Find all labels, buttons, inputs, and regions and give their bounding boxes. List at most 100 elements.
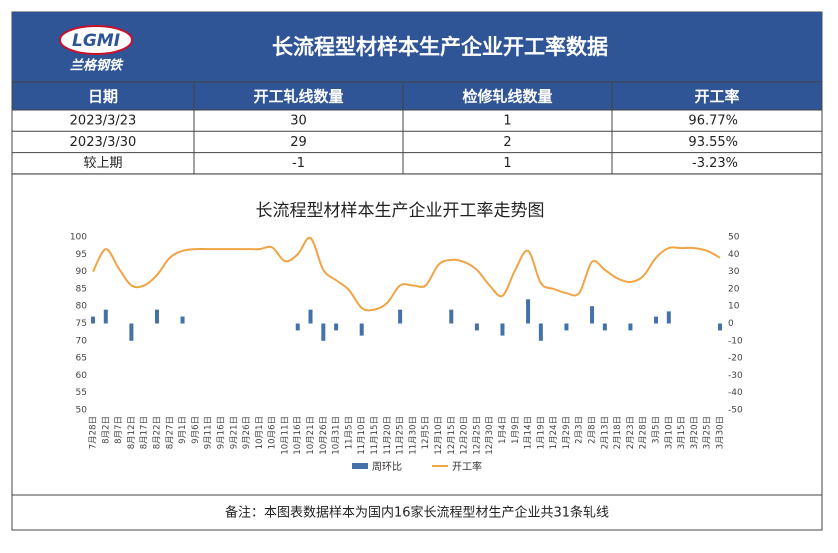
x-tick-label: 11月10日 — [357, 416, 367, 455]
bar — [398, 309, 403, 324]
plot: 50 55 60 65 70 75 80 85 90 95 100 -50 -40 -30 -20 -10 0 1… — [70, 233, 743, 474]
cell: 30 — [290, 114, 307, 129]
cell: 2023/3/23 — [70, 114, 137, 129]
bar — [666, 311, 671, 324]
y2-tick-label: -20 — [728, 354, 743, 364]
legend-label: 周环比 — [372, 461, 402, 473]
chart-title: 长流程型材样本生产企业开工率走势图 — [256, 201, 545, 221]
x-tick-label: 11月5日 — [344, 416, 354, 449]
x-tick-label: 8月2日 — [101, 416, 111, 444]
x-tick-label: 12月25日 — [472, 416, 482, 455]
x-tick-label: 9月16日 — [216, 416, 226, 449]
bar — [334, 323, 339, 331]
cell: -1 — [292, 156, 305, 171]
x-tick-label: 1月29日 — [562, 416, 572, 449]
cell: 96.77% — [688, 114, 738, 129]
cell: 2023/3/30 — [70, 135, 137, 150]
bar — [538, 323, 543, 341]
logo-text: LGMI — [72, 31, 120, 51]
cell: 29 — [290, 135, 307, 150]
bar — [321, 323, 326, 341]
bar — [180, 316, 185, 324]
column-header: 开工率 — [694, 88, 739, 106]
y-tick-label: 60 — [76, 371, 88, 381]
y2-tick-label: -10 — [728, 336, 743, 346]
bar — [602, 323, 607, 331]
x-tick-label: 8月27日 — [165, 416, 175, 449]
cell: 2 — [503, 135, 511, 150]
x-tick-label: 11月15日 — [370, 416, 380, 455]
cell: 1 — [503, 114, 511, 129]
x-tick-label: 8月7日 — [114, 416, 124, 444]
bar — [91, 316, 95, 324]
y-tick-label: 70 — [76, 336, 88, 346]
x-tick-label: 3月25日 — [703, 416, 713, 449]
y2-tick-label: 0 — [728, 319, 734, 329]
y-tick-label: 100 — [70, 233, 87, 243]
table-header — [11, 81, 823, 111]
bar — [654, 316, 659, 324]
y2-tick-label: -40 — [728, 388, 743, 398]
bar — [449, 309, 454, 324]
x-tick-label: 3月30日 — [716, 416, 726, 449]
x-tick-label: 12月5日 — [421, 416, 431, 449]
y2-tick-label: 50 — [728, 233, 740, 243]
y2-tick-label: 20 — [728, 284, 740, 294]
bar — [129, 323, 134, 341]
y-tick-label: 80 — [76, 302, 88, 312]
bar — [590, 306, 595, 324]
line — [92, 236, 721, 312]
x-tick-label: 10月16日 — [293, 416, 303, 455]
x-tick-label: 7月28日 — [89, 416, 99, 449]
y-tick-label: 50 — [76, 406, 88, 416]
bar — [308, 309, 313, 324]
x-tick-label: 1月4日 — [498, 416, 508, 444]
x-tick-label: 11月30日 — [408, 416, 418, 455]
chart-frame — [11, 173, 823, 496]
header-band — [12, 12, 822, 82]
x-tick-label: 10月1日 — [255, 416, 265, 449]
x-tick-label: 10月6日 — [268, 416, 278, 449]
x-tick-label: 3月15日 — [677, 416, 687, 449]
cell: 较上期 — [83, 156, 122, 171]
x-tick-label: 3月5日 — [652, 416, 662, 444]
x-tick-label: 10月31日 — [332, 416, 342, 455]
x-tick-label: 9月6日 — [191, 416, 201, 444]
bar — [154, 309, 159, 324]
bar — [500, 323, 505, 336]
x-tick-label: 2月23日 — [626, 416, 636, 449]
x-tick-label: 8月22日 — [152, 416, 162, 449]
bar — [564, 323, 569, 331]
x-tick-label: 12月30日 — [485, 416, 495, 455]
y-tick-label: 75 — [76, 319, 87, 329]
x-tick-label: 10月11日 — [280, 416, 290, 455]
y2-tick-label: 30 — [728, 267, 740, 277]
x-tick-label: 9月26日 — [242, 416, 252, 449]
y2-tick-label: -50 — [728, 406, 743, 416]
x-tick-label: 2月28日 — [639, 416, 649, 449]
bar — [474, 323, 479, 331]
x-tick-label: 3月10日 — [664, 416, 674, 449]
bar — [103, 309, 108, 324]
column-header: 开工轧线数量 — [253, 88, 343, 106]
y2-tick-label: -30 — [728, 371, 743, 381]
cell: -3.23% — [692, 156, 738, 171]
x-tick-label: 2月13日 — [600, 416, 610, 449]
bar — [628, 323, 633, 331]
bar — [526, 299, 531, 324]
x-tick-label: 10月21日 — [306, 416, 316, 455]
legend-swatch — [352, 463, 368, 469]
header-title: 长流程型材样本生产企业开工率数据 — [272, 35, 608, 59]
x-tick-label: 2月3日 — [575, 416, 585, 444]
x-tick-label: 11月20日 — [383, 416, 393, 455]
x-tick-label: 2月18日 — [613, 416, 623, 449]
bar — [295, 323, 300, 331]
y-tick-label: 85 — [76, 284, 87, 294]
y2-tick-label: 40 — [728, 250, 740, 260]
logo-subtitle: 兰格钢铁 — [70, 58, 124, 74]
x-tick-label: 10月26日 — [319, 416, 329, 455]
bar — [359, 323, 364, 336]
x-tick-label: 12月10日 — [434, 416, 444, 455]
y-tick-label: 65 — [76, 354, 87, 364]
